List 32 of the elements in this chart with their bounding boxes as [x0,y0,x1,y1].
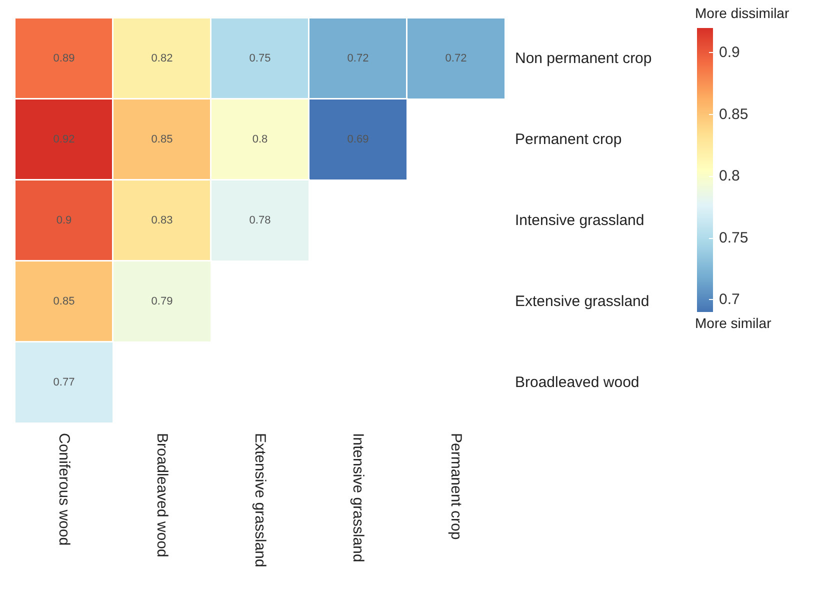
x-tick-label: Intensive grassland [350,433,366,562]
data-label: 0.82 [151,52,173,64]
data-label: 0.72 [445,52,467,64]
data-label: 0.89 [53,52,75,64]
color-bar-label: 0.8 [719,168,740,185]
data-label: 0.72 [347,52,369,64]
data-label: 0.8 [252,134,268,146]
data-label: 0.69 [347,134,369,146]
color-bar-title: More dissimilar [695,5,790,21]
color-bar-label: 0.7 [719,291,740,308]
color-bar-label: 0.85 [719,106,748,123]
data-label: 0.85 [151,134,173,146]
x-tick-label: Broadleaved wood [154,433,170,558]
x-tick-label: Coniferous wood [56,433,72,546]
color-bar-label: 0.9 [719,44,740,62]
y-tick-label: Non permanent crop [515,50,652,67]
x-tick-label: Extensive grassland [252,433,268,568]
text: More similar [695,315,772,331]
data-label: 0.83 [151,214,173,226]
data-label: 0.78 [249,214,271,226]
data-label: 0.75 [249,52,271,64]
data-label: 0.92 [53,134,75,146]
y-tick-label: Intensive grassland [515,212,644,229]
color-bar-label: 0.75 [719,229,748,246]
data-label: 0.79 [151,296,173,308]
y-tick-label: Broadleaved wood [515,374,640,391]
y-tick-label: Extensive grassland [515,293,650,310]
data-label: 0.85 [53,296,75,308]
data-label: 0.77 [53,376,75,388]
data-label: 0.9 [56,214,72,226]
y-tick-label: Permanent crop [515,131,622,148]
x-tick-label: Permanent crop [448,433,464,540]
